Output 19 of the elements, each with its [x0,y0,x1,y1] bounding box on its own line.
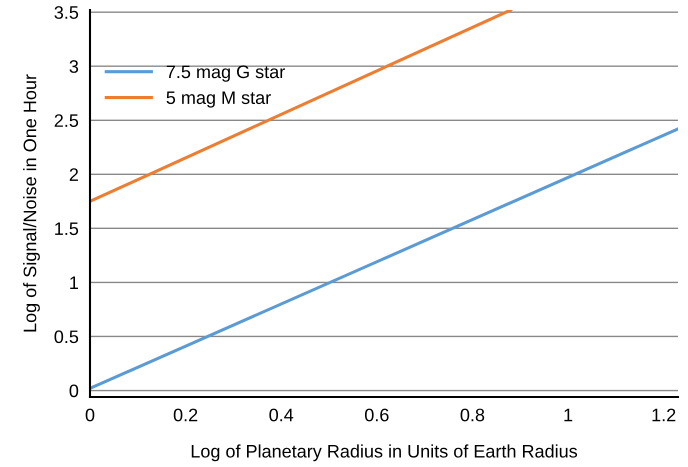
y-tick-label: 0 [70,384,78,398]
x-tick-label: 0.4 [269,408,294,422]
x-tick-label: 1.2 [652,408,676,422]
x-tick-label: 0.2 [174,408,198,422]
y-axis-title: Log of Signal/Noise in One Hour [23,74,40,332]
y-tick-label: 2.5 [54,114,78,127]
y-tick-label: 2 [70,168,78,181]
x-tick-label: 0 [86,408,94,422]
y-tick-label: 1.5 [55,222,78,236]
legend-label: 5 mag M star [166,91,271,108]
y-tick-label: 1 [70,276,78,289]
x-tick-label: 0.8 [460,408,484,422]
x-tick-label: 0.6 [364,408,389,422]
y-tick-label: 0.5 [54,330,78,344]
legend-label: 7.5 mag G star [166,65,285,82]
x-axis-title: Log of Planetary Radius in Units of Earth Radius [192,444,578,462]
x-tick-label: 1 [564,408,572,422]
y-tick-label: 3 [70,60,78,73]
y-tick-label: 3.5 [54,6,78,19]
